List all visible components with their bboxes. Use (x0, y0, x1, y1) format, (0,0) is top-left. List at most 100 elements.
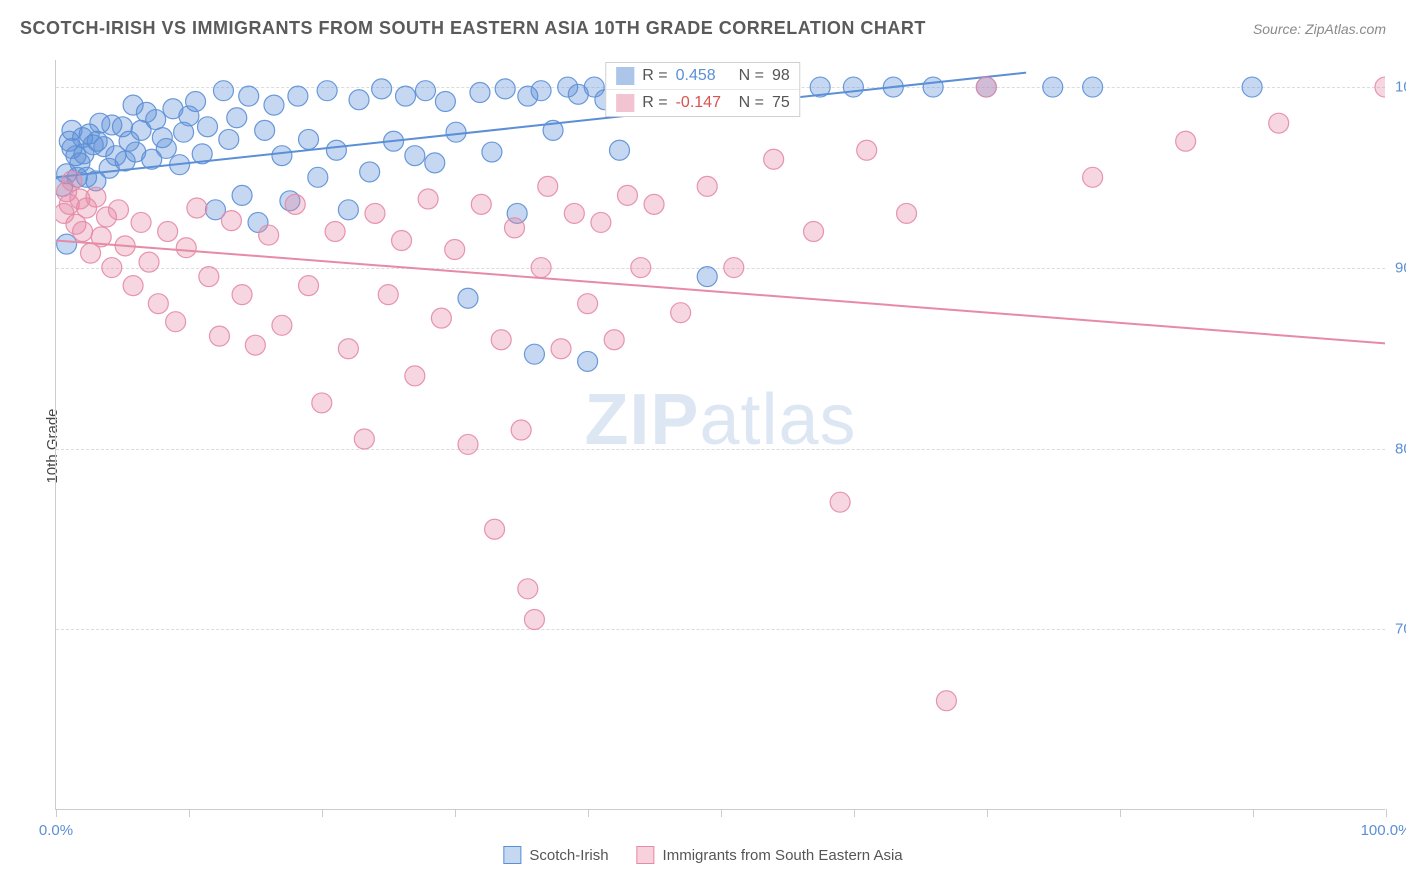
scatter-point (1043, 77, 1063, 97)
scatter-point (360, 162, 380, 182)
scatter-point (86, 187, 106, 207)
scatter-point (458, 434, 478, 454)
scatter-point (578, 294, 598, 314)
scatter-point (221, 211, 241, 231)
scatter-point (354, 429, 374, 449)
chart-header: SCOTCH-IRISH VS IMMIGRANTS FROM SOUTH EA… (20, 18, 1386, 39)
scatter-point (610, 140, 630, 160)
x-tick-label: 0.0% (39, 822, 73, 839)
scatter-point (102, 258, 122, 278)
y-tick-label: 100.0% (1395, 79, 1406, 96)
scatter-point (396, 86, 416, 106)
scatter-point (62, 171, 82, 191)
y-tick-label: 70.0% (1395, 621, 1406, 638)
r-value: 0.458 (676, 67, 731, 85)
scatter-point (405, 146, 425, 166)
scatter-point (209, 326, 229, 346)
n-label: N = (739, 67, 764, 85)
scatter-point (139, 252, 159, 272)
scatter-point (485, 519, 505, 539)
scatter-point (415, 81, 435, 101)
scatter-point (531, 81, 551, 101)
scatter-point (131, 212, 151, 232)
scatter-point (604, 330, 624, 350)
scatter-point (1269, 113, 1289, 133)
x-tick (56, 809, 57, 817)
scatter-point (857, 140, 877, 160)
scatter-point (186, 92, 206, 112)
scatter-point (317, 81, 337, 101)
scatter-point (123, 276, 143, 296)
x-tick (721, 809, 722, 817)
x-tick (1253, 809, 1254, 817)
x-tick (1386, 809, 1387, 817)
scatter-point (564, 203, 584, 223)
scatter-point (349, 90, 369, 110)
x-tick (455, 809, 456, 817)
scatter-point (491, 330, 511, 350)
scatter-point (372, 79, 392, 99)
scatter-point (1375, 77, 1385, 97)
correlation-legend: R = 0.458 N = 98R = -0.147 N = 75 (605, 62, 800, 117)
legend-item: Scotch-Irish (503, 846, 608, 864)
scatter-point (272, 315, 292, 335)
source-attribution: Source: ZipAtlas.com (1253, 21, 1386, 37)
scatter-point (326, 140, 346, 160)
trend-line (56, 240, 1385, 343)
legend-swatch (503, 846, 521, 864)
legend-item: Immigrants from South Eastern Asia (637, 846, 903, 864)
scatter-point (495, 79, 515, 99)
scatter-point (187, 198, 207, 218)
r-value: -0.147 (676, 94, 731, 112)
scatter-point (724, 258, 744, 278)
scatter-point (325, 221, 345, 241)
n-value: 98 (772, 67, 790, 85)
scatter-point (338, 339, 358, 359)
scatter-point (897, 203, 917, 223)
scatter-point (378, 285, 398, 305)
scatter-point (245, 335, 265, 355)
scatter-point (524, 610, 544, 630)
scatter-point (227, 108, 247, 128)
scatter-point (285, 194, 305, 214)
scatter-point (482, 142, 502, 162)
x-tick (1120, 809, 1121, 817)
scatter-point (1083, 77, 1103, 97)
scatter-point (73, 221, 93, 241)
scatter-svg (56, 60, 1385, 809)
scatter-point (471, 194, 491, 214)
scatter-point (158, 221, 178, 241)
scatter-point (591, 212, 611, 232)
scatter-point (644, 194, 664, 214)
scatter-point (308, 167, 328, 187)
scatter-point (239, 86, 259, 106)
scatter-point (976, 77, 996, 97)
scatter-point (578, 351, 598, 371)
scatter-point (505, 218, 525, 238)
x-tick (322, 809, 323, 817)
scatter-point (108, 200, 128, 220)
scatter-point (264, 95, 284, 115)
scatter-point (166, 312, 186, 332)
scatter-point (697, 176, 717, 196)
scatter-point (518, 579, 538, 599)
legend-swatch (637, 846, 655, 864)
scatter-point (255, 120, 275, 140)
legend-swatch (616, 67, 634, 85)
legend-label: Immigrants from South Eastern Asia (663, 847, 903, 864)
scatter-point (531, 258, 551, 278)
scatter-point (617, 185, 637, 205)
r-label: R = (642, 67, 667, 85)
scatter-point (156, 138, 176, 158)
scatter-point (365, 203, 385, 223)
scatter-point (551, 339, 571, 359)
scatter-point (804, 221, 824, 241)
legend-row: R = 0.458 N = 98 (606, 63, 799, 89)
scatter-point (1083, 167, 1103, 187)
scatter-point (219, 129, 239, 149)
scatter-point (843, 77, 863, 97)
n-value: 75 (772, 94, 790, 112)
scatter-point (511, 420, 531, 440)
scatter-point (458, 288, 478, 308)
scatter-point (671, 303, 691, 323)
